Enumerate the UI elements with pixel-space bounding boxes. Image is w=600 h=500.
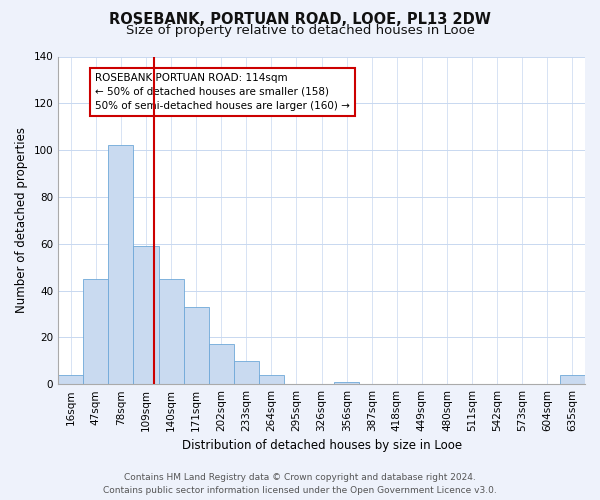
Bar — [560, 375, 585, 384]
Bar — [83, 279, 109, 384]
Bar — [58, 375, 83, 384]
Text: ROSEBANK PORTUAN ROAD: 114sqm
← 50% of detached houses are smaller (158)
50% of : ROSEBANK PORTUAN ROAD: 114sqm ← 50% of d… — [95, 73, 350, 111]
Bar — [158, 279, 184, 384]
Bar — [109, 146, 133, 384]
Bar — [234, 361, 259, 384]
Bar — [209, 344, 234, 384]
Text: Contains HM Land Registry data © Crown copyright and database right 2024.
Contai: Contains HM Land Registry data © Crown c… — [103, 474, 497, 495]
Text: ROSEBANK, PORTUAN ROAD, LOOE, PL13 2DW: ROSEBANK, PORTUAN ROAD, LOOE, PL13 2DW — [109, 12, 491, 28]
Text: Size of property relative to detached houses in Looe: Size of property relative to detached ho… — [125, 24, 475, 37]
Bar — [334, 382, 359, 384]
Bar — [259, 375, 284, 384]
Bar — [133, 246, 158, 384]
Bar — [184, 307, 209, 384]
X-axis label: Distribution of detached houses by size in Looe: Distribution of detached houses by size … — [182, 440, 461, 452]
Y-axis label: Number of detached properties: Number of detached properties — [15, 128, 28, 314]
